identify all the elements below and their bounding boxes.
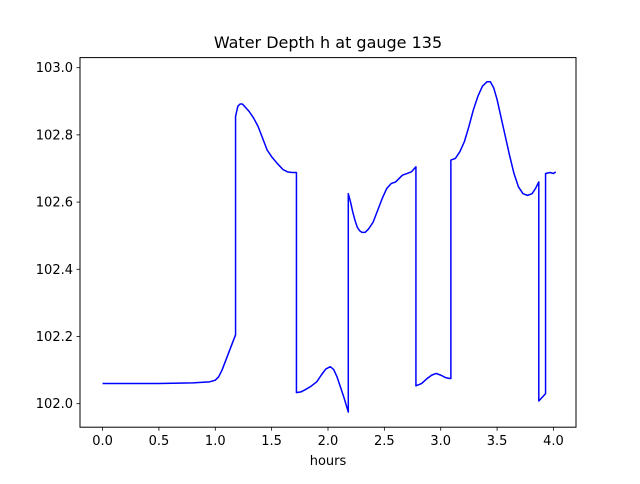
y-axis-ticks: 102.0 102.2 102.4 102.6 102.8 103.0 bbox=[36, 61, 80, 412]
y-tick-label: 102.2 bbox=[36, 330, 73, 345]
x-tick-label: 1.5 bbox=[261, 434, 282, 449]
y-tick-label: 102.8 bbox=[36, 128, 73, 143]
chart-title: Water Depth h at gauge 135 bbox=[213, 33, 443, 52]
x-tick-label: 0.5 bbox=[149, 434, 170, 449]
y-tick-label: 102.0 bbox=[36, 397, 73, 412]
x-tick-label: 3.5 bbox=[487, 434, 508, 449]
x-tick-label: 0.0 bbox=[92, 434, 113, 449]
y-tick-label: 103.0 bbox=[36, 61, 73, 76]
series-line-0 bbox=[102, 81, 557, 413]
axes-frame bbox=[79, 57, 577, 428]
y-tick-label: 102.4 bbox=[36, 263, 73, 278]
x-tick-label: 1.0 bbox=[205, 434, 226, 449]
x-tick-label: 3.0 bbox=[430, 434, 451, 449]
x-tick-label: 2.5 bbox=[374, 434, 395, 449]
series-layer bbox=[102, 81, 557, 413]
x-tick-label: 2.0 bbox=[318, 434, 339, 449]
x-axis-ticks: 0.0 0.5 1.0 1.5 2.0 2.5 3.0 3.5 4.0 bbox=[92, 427, 564, 449]
x-axis-label: hours bbox=[309, 454, 347, 469]
x-tick-label: 4.0 bbox=[543, 434, 564, 449]
y-tick-label: 102.6 bbox=[36, 196, 73, 211]
